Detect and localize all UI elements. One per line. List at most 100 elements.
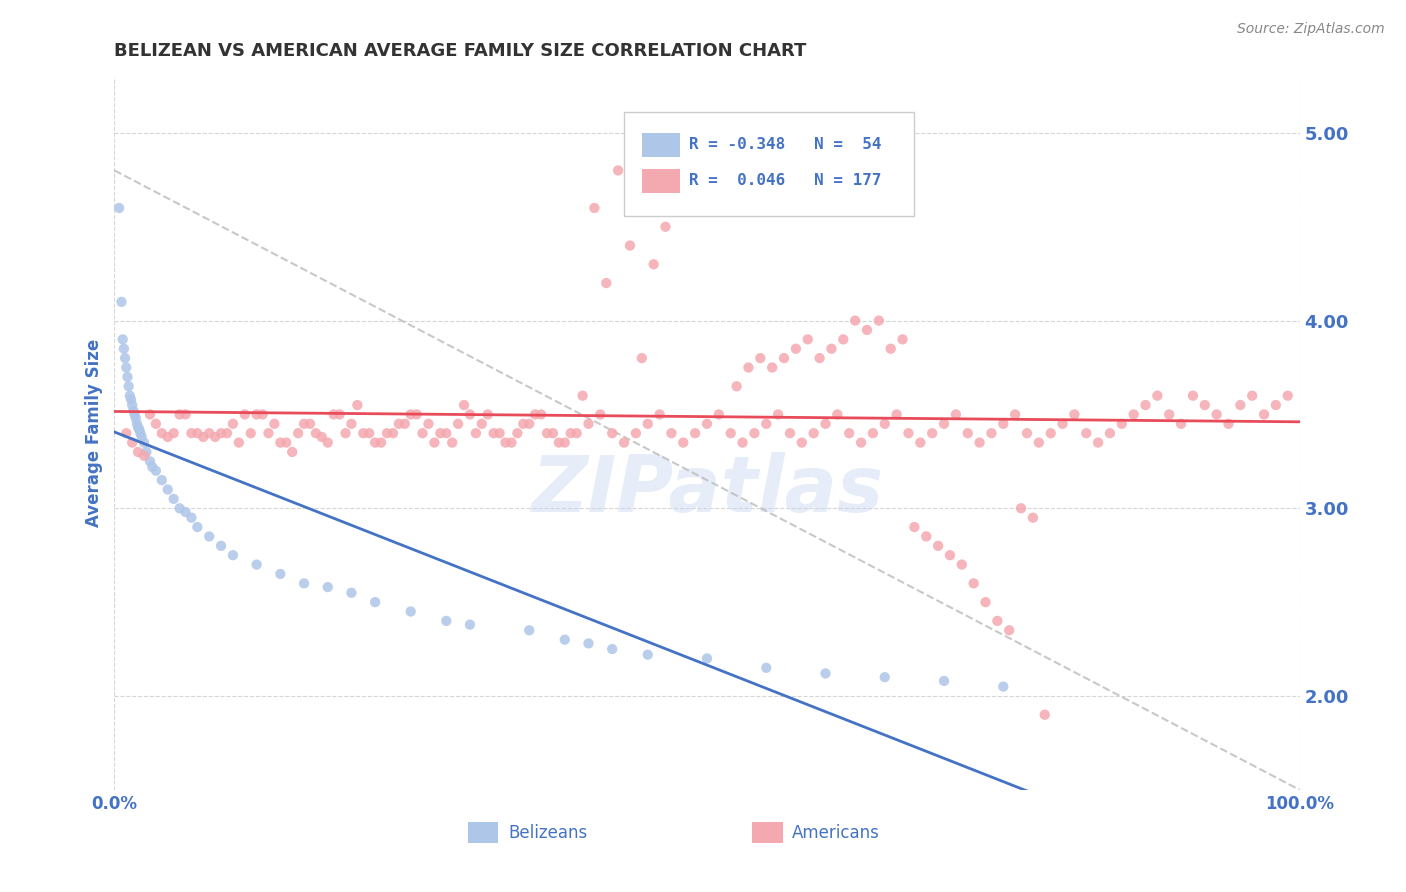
Point [589, 408, 612, 422]
Point [458, 408, 481, 422]
Point [239, 426, 262, 441]
Point [600, 426, 623, 441]
Point [827, 408, 849, 422]
Point [311, 430, 333, 444]
Point [163, 491, 186, 506]
Point [613, 435, 636, 450]
Point [117, 379, 139, 393]
Point [578, 417, 600, 431]
Point [276, 435, 298, 450]
Point [849, 435, 872, 450]
Point [322, 408, 344, 422]
Point [412, 426, 434, 441]
Point [512, 417, 534, 431]
Point [121, 435, 143, 450]
Point [630, 351, 652, 365]
Point [773, 351, 796, 365]
Point [607, 163, 630, 178]
Point [814, 417, 837, 431]
Point [945, 408, 967, 422]
Point [1015, 426, 1038, 441]
Point [156, 430, 179, 444]
Point [405, 408, 427, 422]
Point [761, 360, 783, 375]
Point [873, 670, 896, 684]
Point [517, 624, 540, 638]
Point [169, 408, 191, 422]
FancyBboxPatch shape [641, 133, 679, 157]
Text: Americans: Americans [793, 823, 880, 841]
Point [530, 408, 553, 422]
Point [963, 576, 986, 591]
Point [1028, 435, 1050, 450]
Point [1241, 389, 1264, 403]
Point [696, 417, 718, 431]
Point [1253, 408, 1275, 422]
Point [316, 435, 339, 450]
Point [725, 379, 748, 393]
Point [127, 445, 149, 459]
Point [269, 566, 291, 581]
Point [600, 642, 623, 657]
Point [441, 435, 464, 450]
Point [654, 219, 676, 234]
Point [453, 398, 475, 412]
Point [281, 445, 304, 459]
Text: Belizeans: Belizeans [508, 823, 588, 841]
Point [624, 426, 647, 441]
Text: R =  0.046   N = 177: R = 0.046 N = 177 [689, 172, 882, 187]
Point [488, 426, 510, 441]
Point [932, 417, 955, 431]
Point [174, 408, 197, 422]
Point [122, 403, 145, 417]
Point [506, 426, 529, 441]
Point [554, 435, 576, 450]
Point [186, 520, 208, 534]
Point [974, 595, 997, 609]
Point [844, 313, 866, 327]
Point [209, 426, 232, 441]
Point [879, 342, 901, 356]
Point [1135, 398, 1157, 412]
Point [464, 426, 486, 441]
Point [707, 408, 730, 422]
Point [1004, 408, 1026, 422]
Point [329, 408, 352, 422]
Point [115, 426, 138, 441]
Point [666, 182, 689, 196]
Point [1111, 417, 1133, 431]
Point [1039, 426, 1062, 441]
Point [340, 417, 363, 431]
Point [1181, 389, 1204, 403]
Point [209, 539, 232, 553]
Point [131, 430, 153, 444]
Point [921, 426, 943, 441]
Point [1052, 417, 1074, 431]
Point [683, 426, 706, 441]
Point [429, 426, 451, 441]
Point [129, 426, 152, 441]
Point [120, 392, 142, 407]
Point [458, 617, 481, 632]
Point [998, 624, 1021, 638]
Point [993, 417, 1015, 431]
Point [423, 435, 446, 450]
Point [1098, 426, 1121, 441]
Point [820, 342, 842, 356]
Point [215, 426, 238, 441]
Point [1159, 408, 1181, 422]
FancyBboxPatch shape [752, 822, 783, 843]
Point [156, 483, 179, 497]
Point [495, 435, 517, 450]
Point [547, 435, 569, 450]
Point [672, 435, 695, 450]
Point [873, 417, 896, 431]
Point [637, 417, 659, 431]
Point [560, 426, 582, 441]
Point [578, 636, 600, 650]
Point [661, 426, 683, 441]
Point [731, 435, 754, 450]
Point [257, 426, 280, 441]
Point [755, 417, 778, 431]
Point [482, 426, 505, 441]
